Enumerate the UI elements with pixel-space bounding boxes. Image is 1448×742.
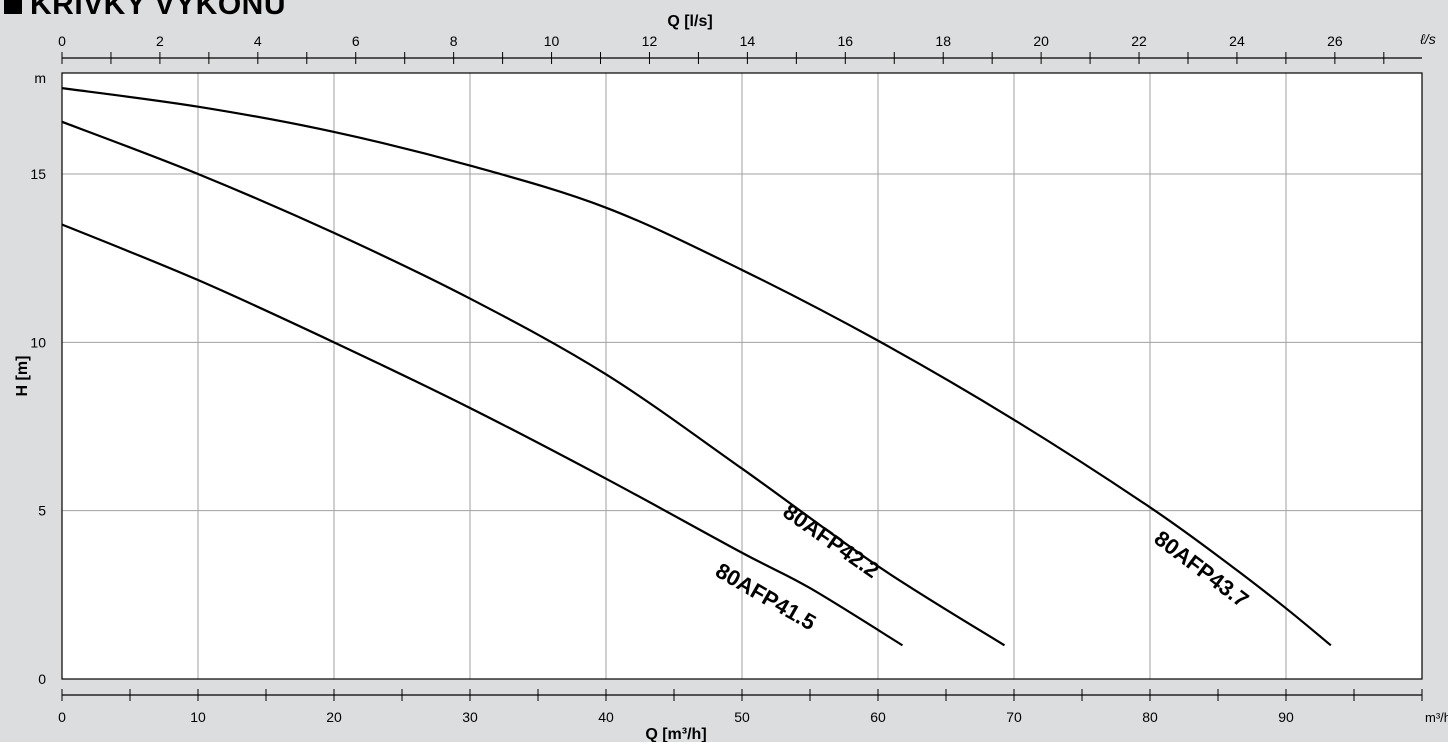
x2-tick-label: 18 bbox=[935, 33, 951, 49]
x-tick-label: 30 bbox=[462, 709, 478, 725]
x2-tick-label: 0 bbox=[58, 33, 66, 49]
x2-tick-label: 20 bbox=[1033, 33, 1049, 49]
x-tick-label: 10 bbox=[190, 709, 206, 725]
x-axis-title: Q [m³/h] bbox=[645, 726, 706, 742]
x-tick-label: 90 bbox=[1278, 709, 1294, 725]
axes bbox=[61, 52, 1423, 701]
x2-tick-label: 16 bbox=[838, 33, 854, 49]
chart-title-block: KRIVKY VÝKONU bbox=[4, 0, 286, 22]
x2-tick-label: 6 bbox=[352, 33, 360, 49]
y-axis-title: H [m] bbox=[14, 356, 31, 397]
x2-tick-label: 4 bbox=[254, 33, 262, 49]
x2-tick-label: 2 bbox=[156, 33, 164, 49]
series-line bbox=[61, 87, 1332, 647]
x-unit-label: m³/h bbox=[1425, 710, 1448, 725]
x2-tick-label: 22 bbox=[1131, 33, 1147, 49]
x2-tick-label: 10 bbox=[544, 33, 560, 49]
x-tick-label: 20 bbox=[326, 709, 342, 725]
plot-frame bbox=[61, 72, 1423, 680]
x-tick-label: 0 bbox=[58, 709, 66, 725]
axis-labels: 0 10 20 30 40 50 60 70 80 90 m³/hQ [m³/h]0 2 4 6 8 10 12… bbox=[14, 13, 1448, 742]
series-line bbox=[61, 120, 1006, 647]
chart-title: KRIVKY VÝKONU bbox=[30, 0, 286, 21]
x2-tick-label: 12 bbox=[642, 33, 658, 49]
x2-tick-label: 24 bbox=[1229, 33, 1245, 49]
x-tick-label: 80 bbox=[1142, 709, 1158, 725]
x2-tick-label: 8 bbox=[450, 33, 458, 49]
x-tick-label: 50 bbox=[734, 709, 750, 725]
x-tick-label: 70 bbox=[1006, 709, 1022, 725]
x2-tick-label: 26 bbox=[1327, 33, 1343, 49]
y-tick-label: 10 bbox=[30, 334, 46, 350]
x-tick-label: 60 bbox=[870, 709, 886, 725]
x-tick-label: 40 bbox=[598, 709, 614, 725]
series-line bbox=[61, 223, 904, 647]
title-square-icon bbox=[4, 0, 22, 14]
x2-unit-label: ℓ/s bbox=[1419, 31, 1435, 47]
x2-axis-title: Q [l/s] bbox=[667, 13, 712, 30]
y-tick-label: 5 bbox=[38, 503, 46, 519]
grid-lines bbox=[62, 73, 1422, 679]
y-unit-label: m bbox=[34, 70, 46, 86]
y-tick-label: 15 bbox=[30, 166, 46, 182]
x2-tick-label: 14 bbox=[740, 33, 756, 49]
y-tick-label: 0 bbox=[38, 671, 46, 687]
